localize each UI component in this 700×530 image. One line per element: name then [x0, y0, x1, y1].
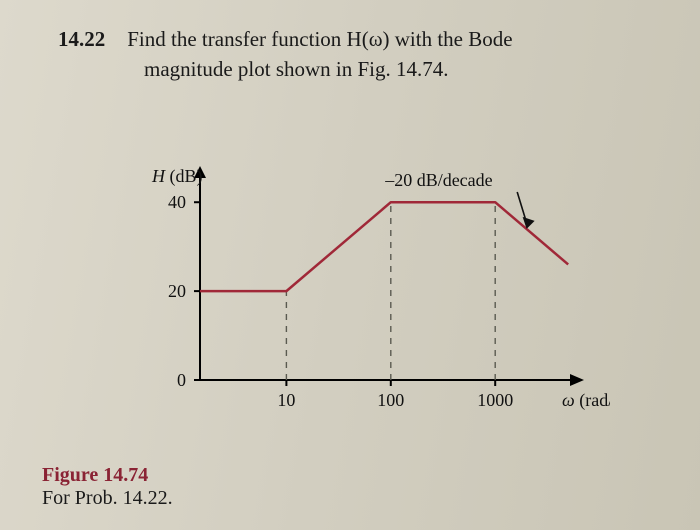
bode-plot: 0 20 40 10 100 1000 H (dB) ω (rad/s) –20 dB/deca… [130, 160, 610, 440]
svg-text:1000: 1000 [477, 390, 513, 410]
svg-text:40: 40 [168, 192, 186, 212]
svg-text:10: 10 [277, 390, 295, 410]
svg-text:–20 dB/decade: –20 dB/decade [384, 170, 492, 190]
bode-svg: 0 20 40 10 100 1000 H (dB) ω (rad/s) –20 dB/deca… [130, 160, 610, 440]
page-background: 14.22 Find the transfer function H(ω) wit… [0, 0, 700, 530]
figure-subtitle: For Prob. 14.22. [42, 487, 173, 510]
problem-text-line2: magnitude plot shown in Fig. 14.74. [144, 54, 670, 84]
svg-text:ω (rad/s): ω (rad/s) [562, 390, 610, 411]
svg-text:100: 100 [377, 390, 404, 410]
svg-text:H (dB): H (dB) [151, 166, 203, 187]
problem-number: 14.22 [58, 27, 105, 51]
svg-text:20: 20 [168, 281, 186, 301]
problem-text-line1: Find the transfer function H(ω) with the… [127, 27, 512, 51]
problem-statement: 14.22 Find the transfer function H(ω) wit… [58, 24, 670, 85]
svg-text:0: 0 [177, 370, 186, 390]
figure-caption: Figure 14.74 For Prob. 14.22. [42, 464, 173, 510]
figure-title: Figure 14.74 [42, 464, 173, 487]
